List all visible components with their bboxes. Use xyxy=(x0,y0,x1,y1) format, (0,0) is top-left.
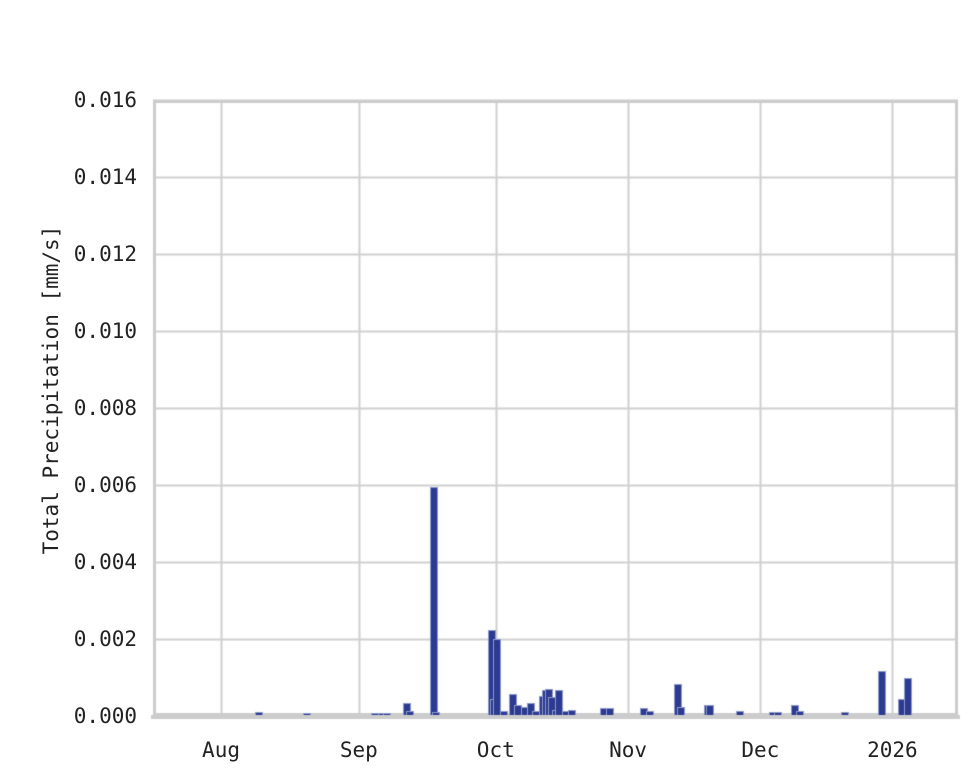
x-tick-label: Nov xyxy=(609,738,648,762)
x-tick-label: Sep xyxy=(339,738,378,762)
y-tick-label: 0.006 xyxy=(73,473,137,497)
x-tick-label: Oct xyxy=(476,738,515,762)
x-tick-label: 2026 xyxy=(867,738,918,762)
y-tick-label: 0.010 xyxy=(73,319,137,343)
x-tick-label: Aug xyxy=(202,738,240,762)
y-tick-label: 0.004 xyxy=(73,550,137,574)
y-tick-label: 0.016 xyxy=(73,88,137,112)
y-tick-label: 0.014 xyxy=(73,165,137,189)
y-tick-label: 0.012 xyxy=(73,242,137,266)
x-tick-label: Dec xyxy=(741,738,780,762)
y-tick-label: 0.008 xyxy=(73,396,137,420)
y-tick-label: 0.000 xyxy=(73,704,137,728)
y-tick-label: 0.002 xyxy=(73,627,137,651)
